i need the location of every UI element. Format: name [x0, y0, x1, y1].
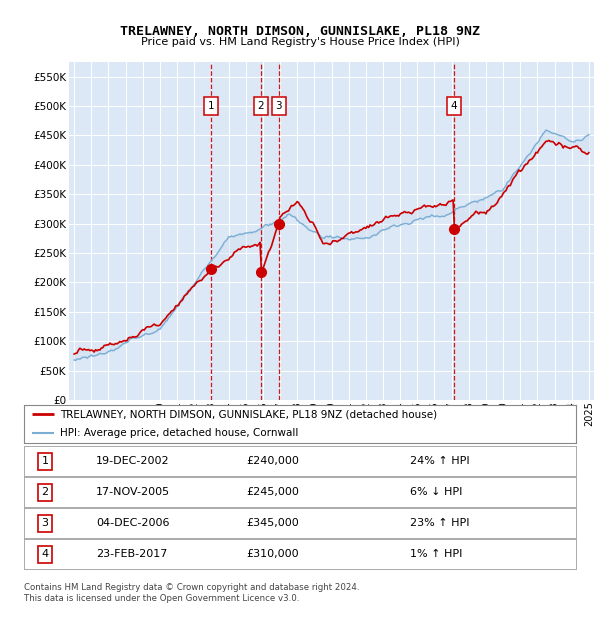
Text: 4: 4 — [451, 101, 457, 111]
Text: 3: 3 — [275, 101, 282, 111]
Text: 23-FEB-2017: 23-FEB-2017 — [96, 549, 167, 559]
Text: TRELAWNEY, NORTH DIMSON, GUNNISLAKE, PL18 9NZ: TRELAWNEY, NORTH DIMSON, GUNNISLAKE, PL1… — [120, 25, 480, 38]
Text: Contains HM Land Registry data © Crown copyright and database right 2024.: Contains HM Land Registry data © Crown c… — [24, 583, 359, 592]
Text: 4: 4 — [41, 549, 49, 559]
Text: 04-DEC-2006: 04-DEC-2006 — [96, 518, 169, 528]
Text: 17-NOV-2005: 17-NOV-2005 — [96, 487, 170, 497]
Text: 1% ↑ HPI: 1% ↑ HPI — [410, 549, 463, 559]
Text: HPI: Average price, detached house, Cornwall: HPI: Average price, detached house, Corn… — [60, 428, 298, 438]
Text: 2: 2 — [41, 487, 49, 497]
Text: 1: 1 — [41, 456, 49, 466]
Text: This data is licensed under the Open Government Licence v3.0.: This data is licensed under the Open Gov… — [24, 594, 299, 603]
Text: 24% ↑ HPI: 24% ↑ HPI — [410, 456, 470, 466]
Text: 1: 1 — [208, 101, 214, 111]
Text: TRELAWNEY, NORTH DIMSON, GUNNISLAKE, PL18 9NZ (detached house): TRELAWNEY, NORTH DIMSON, GUNNISLAKE, PL1… — [60, 409, 437, 420]
Text: 6% ↓ HPI: 6% ↓ HPI — [410, 487, 463, 497]
Text: £240,000: £240,000 — [246, 456, 299, 466]
Text: 3: 3 — [41, 518, 49, 528]
Text: 19-DEC-2002: 19-DEC-2002 — [96, 456, 169, 466]
Text: 23% ↑ HPI: 23% ↑ HPI — [410, 518, 470, 528]
Text: £245,000: £245,000 — [246, 487, 299, 497]
Text: Price paid vs. HM Land Registry's House Price Index (HPI): Price paid vs. HM Land Registry's House … — [140, 37, 460, 47]
Text: 2: 2 — [257, 101, 264, 111]
Text: £345,000: £345,000 — [246, 518, 299, 528]
Text: £310,000: £310,000 — [246, 549, 299, 559]
